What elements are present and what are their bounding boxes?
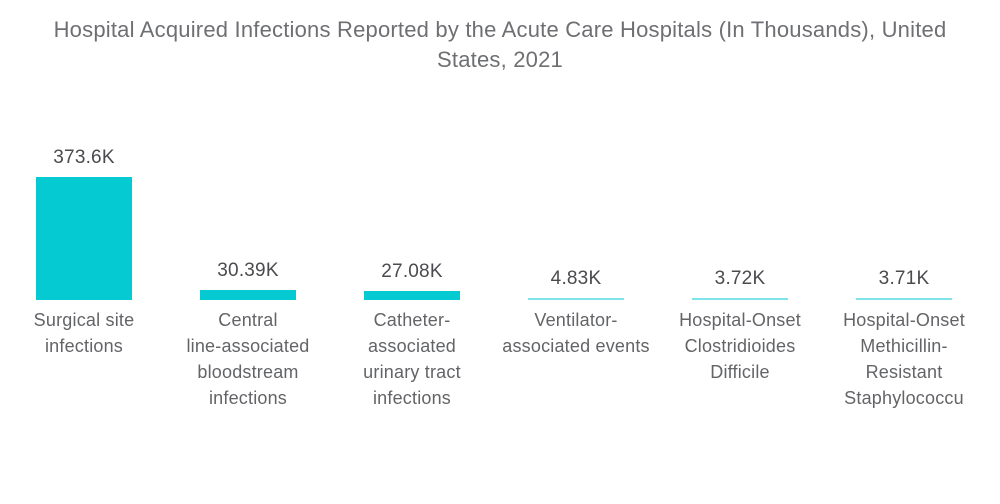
- bar-category-label-line: infections: [208, 388, 288, 408]
- chart-plot-area: 373.6K Surgical site infections 30.39K Centr…: [0, 140, 1000, 411]
- bar-category-label: Central line-associated bloodstream infecti…: [166, 300, 330, 411]
- bar-category-label-line: infections: [372, 388, 452, 408]
- bar-category-label-line: Clostridioides: [684, 336, 796, 356]
- bar-area: 3.72K: [658, 140, 822, 300]
- bar-category-label-line: urinary tract: [363, 362, 461, 382]
- bar-category-label-line: bloodstream: [197, 362, 299, 382]
- bar-category-label-line: Methicillin-: [860, 336, 948, 356]
- bar-column: 27.08K Catheter-associated urinary tract in…: [330, 140, 494, 411]
- bar-area: 4.83K: [494, 140, 658, 300]
- bar-category-label: Ventilator-associated events: [494, 300, 658, 359]
- bar-category-label-line: Difficile: [710, 362, 770, 382]
- bar-value-label: 373.6K: [53, 147, 115, 168]
- bar-area: 27.08K: [330, 140, 494, 300]
- bar-value-label: 4.83K: [550, 268, 602, 289]
- bar-category-label-line: Ventilator-: [534, 310, 618, 330]
- bar-category-label-line: Staphylococcu: [844, 388, 964, 408]
- bar: [856, 298, 952, 300]
- bar-category-label: Hospital-Onset Methicillin- Resistant Staph…: [822, 300, 986, 411]
- bar-category-label-line: line-associated: [186, 336, 310, 356]
- bar-column: 30.39K Central line-associated bloodstream i…: [166, 140, 330, 411]
- bar-column: 3.72K Hospital-Onset Clostridioides Diffici…: [658, 140, 822, 411]
- bar-category-label-line: Surgical site: [33, 310, 135, 330]
- bar-area: 373.6K: [2, 140, 166, 300]
- bar-category-label-line: Hospital-Onset: [679, 310, 801, 330]
- bar: [528, 298, 624, 300]
- chart-title: Hospital Acquired Infections Reported by…: [53, 17, 947, 72]
- bar: [364, 291, 460, 300]
- bar-category-label: Catheter-associated urinary tract infectio…: [330, 300, 494, 411]
- bar: [692, 298, 788, 300]
- bar-area: 30.39K: [166, 140, 330, 300]
- bar-value-label: 3.71K: [878, 268, 930, 289]
- bar-category-label-line: Hospital-Onset: [843, 310, 965, 330]
- bar-category-label-line: associated: [367, 336, 457, 356]
- bar-category-label: Surgical site infections: [2, 300, 166, 359]
- bar-column: 4.83K Ventilator-associated events: [494, 140, 658, 411]
- bar-category-label-line: infections: [44, 336, 124, 356]
- bar-value-label: 27.08K: [381, 261, 443, 283]
- bar-category-label-line: associated events: [502, 336, 650, 356]
- bar: [200, 290, 296, 300]
- bar-column: 3.71K Hospital-Onset Methicillin- Resistant…: [822, 140, 986, 411]
- bar-value-label: 3.72K: [714, 268, 766, 289]
- bar-category-label-line: Catheter-: [373, 310, 451, 330]
- bar-category-label-line: Central: [218, 310, 278, 330]
- bar-column: 373.6K Surgical site infections: [2, 140, 166, 411]
- bar: [36, 177, 132, 300]
- bar-category-label: Hospital-Onset Clostridioides Difficile: [658, 300, 822, 385]
- bar-area: 3.71K: [822, 140, 986, 300]
- bar-value-label: 30.39K: [217, 260, 279, 281]
- bar-category-label-line: Resistant: [865, 362, 943, 382]
